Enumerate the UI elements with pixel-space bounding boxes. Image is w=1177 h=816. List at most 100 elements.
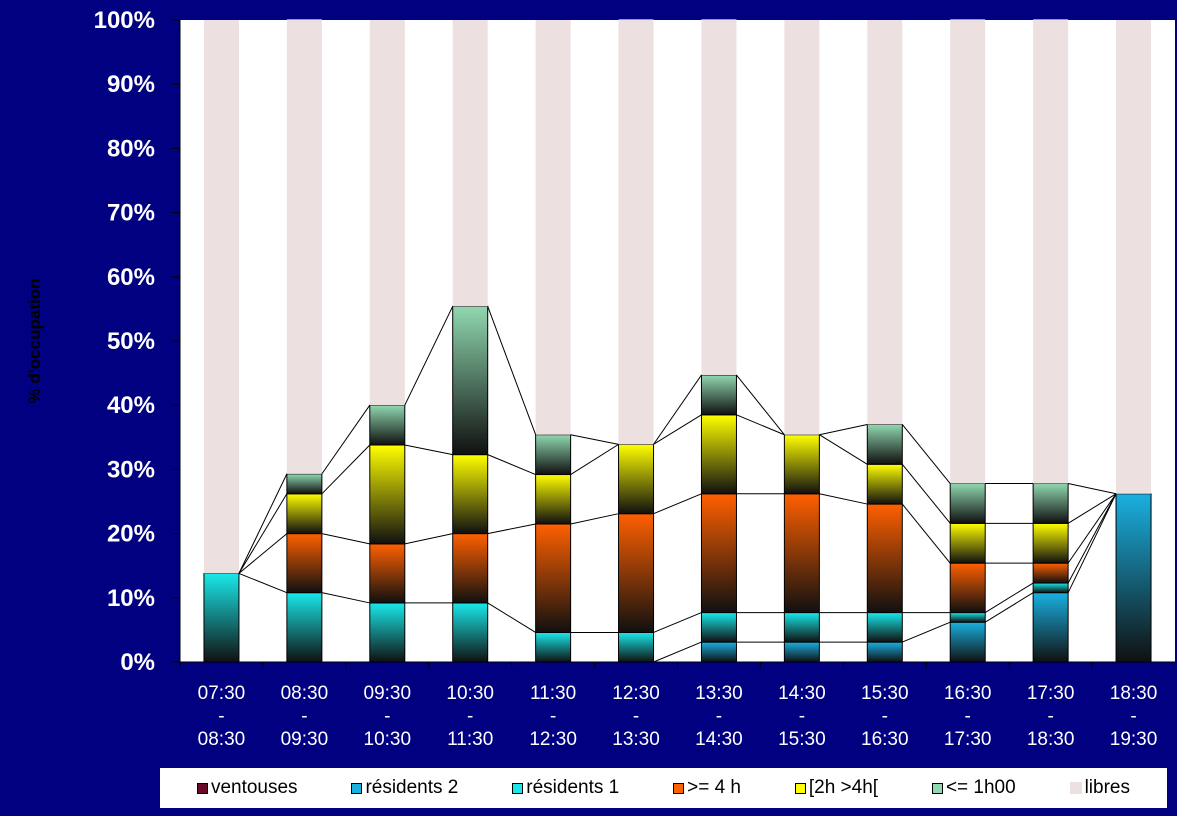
connector-line [819, 434, 868, 465]
bar-segment-series-5 [535, 434, 572, 476]
bar-segment-series-5 [700, 374, 737, 416]
connector-line [902, 621, 951, 643]
legend-label: <= 1h00 [945, 777, 1016, 798]
x-tick-label: 16:30 -17:30 [944, 683, 992, 750]
y-tick-label: 40% [107, 392, 155, 419]
connector-line [1067, 493, 1117, 584]
bar-segment-libres [369, 20, 405, 406]
x-tick-label: 14:30 -15:30 [778, 683, 826, 750]
connector-line [404, 306, 454, 406]
y-tick-label: 100% [94, 7, 155, 34]
x-tick-label: 15:30 -16:30 [861, 683, 909, 750]
connector-line [901, 503, 951, 564]
bar-segment-series-2 [369, 602, 406, 663]
bar-segment-series-2 [700, 612, 737, 643]
connector-line [570, 434, 619, 445]
connector-line [1067, 493, 1117, 524]
connector-line [653, 612, 702, 633]
bar-segment-libres [1033, 19, 1069, 484]
connector-line [487, 306, 537, 435]
bar-segment-series-2 [535, 631, 572, 663]
connector-line [819, 423, 868, 436]
y-tick-label: 70% [107, 200, 155, 227]
y-tick-label: 60% [107, 264, 155, 291]
bar-segment-libres [618, 19, 654, 445]
legend-label: >= 4 h [687, 777, 741, 798]
connector-line [238, 572, 288, 594]
legend-item: [2h >4h[ [794, 777, 879, 799]
bar-segment-libres [950, 19, 986, 484]
bar-segment-series-3 [866, 503, 903, 614]
bar-segment-series-1 [1032, 592, 1069, 663]
x-tick-label: 07:30 -08:30 [198, 683, 246, 750]
bar-segment-libres [535, 20, 571, 435]
bar-segment-series-3 [618, 513, 655, 633]
bar-segment-series-2 [452, 602, 489, 663]
bar-segment-series-1 [949, 621, 986, 663]
bar-segment-series-5 [452, 305, 489, 456]
legend-swatch [794, 782, 806, 794]
bar-segment-libres [867, 20, 903, 425]
bar-segment-series-2 [949, 612, 986, 623]
connector-line [487, 602, 536, 633]
bar-segment-series-4 [949, 522, 986, 564]
connector-line [653, 493, 702, 515]
y-axis-label: % d'occupation [25, 279, 44, 404]
legend-label: ventouses [210, 777, 298, 798]
bar-segment-series-5 [369, 404, 406, 446]
bar-segment-libres [1116, 20, 1152, 494]
bar-segment-series-3 [949, 562, 986, 614]
bar-segment-series-5 [866, 423, 903, 465]
legend-swatch [512, 782, 524, 794]
legend-label: [2h >4h[ [808, 777, 879, 798]
connector-line [238, 533, 288, 574]
legend-swatch [351, 782, 363, 794]
bar-segment-series-2 [618, 631, 655, 663]
bar-segment-series-1 [783, 641, 820, 663]
connector-line [321, 444, 371, 495]
legend-item: >= 4 h [673, 777, 741, 799]
x-tick-label: 13:30 -14:30 [695, 683, 743, 750]
connector-line [404, 533, 453, 545]
x-tick-label: 11:30 -12:30 [529, 683, 577, 750]
x-tick-label: 18:30 -19:30 [1110, 683, 1158, 750]
connector-line [1067, 493, 1117, 564]
bar-segment-series-4 [369, 444, 406, 545]
bar-segment-series-3 [1032, 562, 1069, 584]
legend-item: résidents 1 [512, 777, 619, 799]
connector-line [570, 513, 619, 525]
bar-segment-series-3 [286, 533, 323, 594]
y-tick-label: 0% [120, 649, 155, 676]
bar-segment-libres [286, 19, 322, 474]
bar-segment-series-3 [452, 533, 489, 604]
legend-swatch [931, 782, 943, 794]
plot-area [180, 20, 1175, 662]
connector-line [736, 414, 785, 436]
bar-segment-series-5 [286, 473, 323, 495]
x-tick-label: 10:30 -11:30 [446, 683, 494, 750]
y-tick-label: 30% [107, 456, 155, 483]
connector-line [570, 443, 619, 475]
bar-segment-series-4 [783, 434, 820, 495]
x-tick-label: 12:30 -13:30 [612, 683, 660, 750]
x-tick-label: 09:30 -10:30 [364, 683, 412, 750]
x-tick-label: 17:30 -18:30 [1027, 683, 1075, 750]
legend-label: résidents 2 [365, 777, 459, 798]
legend-item: ventouses [196, 777, 298, 799]
bar-segment-series-2 [866, 612, 903, 643]
connector-line [321, 404, 371, 475]
connector-line [736, 374, 785, 436]
bar-segment-series-4 [535, 474, 572, 525]
connector-line [653, 414, 702, 445]
connector-line [238, 493, 288, 574]
bar-segment-series-2 [783, 612, 820, 643]
y-tick-label: 50% [107, 328, 155, 355]
legend-swatch [1069, 782, 1082, 794]
bar-segment-series-4 [452, 454, 489, 535]
connector-line [487, 523, 536, 535]
connector-line [819, 493, 868, 505]
connector-line [1067, 493, 1117, 593]
bar-segment-series-1 [700, 641, 737, 663]
connector-line [1068, 483, 1117, 495]
